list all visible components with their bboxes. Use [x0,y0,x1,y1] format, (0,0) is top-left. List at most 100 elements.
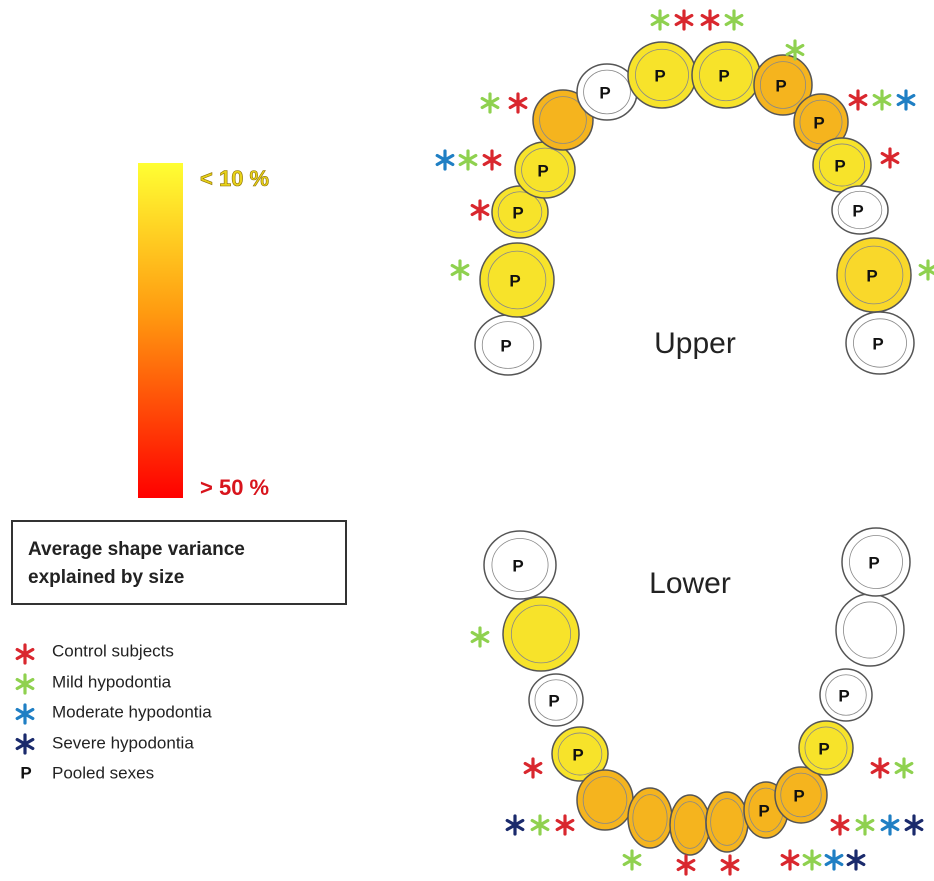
tooth-label: P [872,334,883,353]
tooth-label: P [512,203,523,222]
asterisk [435,149,455,171]
tooth [483,530,557,600]
tooth-inner [583,69,631,115]
asterisk [880,814,900,836]
teeth: P P P P P P P P P P P P P P P P P P P P P [474,41,915,856]
tooth-label: P [654,66,665,85]
tooth-inner [510,604,572,664]
tooth-inner [818,143,866,187]
legend-label: Severe hypodontia [52,733,194,752]
asterisk [450,259,470,281]
tooth-inner [843,601,897,659]
asterisk [896,89,916,111]
legend-label: Control subjects [52,641,174,660]
legend-label: Moderate hypodontia [52,702,212,721]
asterisk [700,9,720,31]
tooth [576,769,634,831]
asterisk [622,849,642,871]
tooth [669,794,711,856]
tooth-label: P [838,686,849,705]
tooth [705,791,749,853]
tooth [774,766,828,824]
asterisk [904,814,924,836]
tooth [798,720,854,776]
asterisk [505,814,525,836]
tooth-inner [534,679,578,721]
asterisk [15,703,35,725]
asterisk [880,147,900,169]
tooth-label: P [537,161,548,180]
tooth-inner [635,48,689,102]
tooth [551,726,609,782]
tooth-inner [582,776,628,824]
asterisk [830,814,850,836]
tooth-label: P [512,556,523,575]
asterisk [870,757,890,779]
asterisk [508,92,528,114]
tooth-inner [799,99,843,145]
asterisk [846,849,866,871]
asterisk [674,9,694,31]
tooth-inner [497,191,543,233]
tooth-inner [844,245,904,305]
tooth [819,668,873,722]
asterisk [676,854,696,876]
tooth-label: P [866,266,877,285]
tooth [627,787,673,849]
tooth-inner [632,794,668,842]
asterisk [855,814,875,836]
stars [15,9,934,876]
asterisk [15,643,35,665]
asterisk [15,673,35,695]
caption-line: explained by size [28,567,184,588]
tooth-inner [849,535,903,589]
tooth-inner [487,250,547,310]
colorbar-bottom-label: > 50 % [200,475,269,500]
tooth [532,89,594,151]
asterisk [872,89,892,111]
asterisk [918,259,934,281]
asterisk [650,9,670,31]
tooth-inner [825,674,867,716]
legend-label: Pooled sexes [52,763,154,782]
arch-label: Lower [649,567,731,600]
tooth-inner [521,147,569,193]
tooth-inner [837,190,883,230]
tooth [753,54,813,116]
asterisk [780,849,800,871]
asterisk [15,733,35,755]
tooth-inner [699,48,753,102]
colorbar [138,163,183,498]
tooth-inner [804,726,848,770]
caption-box [11,520,347,605]
tooth-label: P [818,739,829,758]
asterisk [724,9,744,31]
tooth-inner [710,798,744,846]
asterisk [458,149,478,171]
asterisk [523,757,543,779]
asterisk [785,39,805,61]
tooth [831,185,889,235]
legend-label: Mild hypodontia [52,672,172,691]
tooth-label: P [509,271,520,290]
tooth [835,593,905,667]
tooth-label: P [599,83,610,102]
tooth-inner [539,96,587,144]
asterisk [720,854,740,876]
tooth-inner [557,732,603,776]
tooth [845,311,915,375]
tooth-label: P [548,691,559,710]
colorbar-top-label: < 10 % [200,166,269,191]
tooth-label: P [813,113,824,132]
tooth-label: P [793,786,804,805]
arch-label: Upper [654,327,736,360]
asterisk [555,814,575,836]
tooth-label: P [868,553,879,572]
tooth-label: P [718,66,729,85]
asterisk [480,92,500,114]
asterisk [470,199,490,221]
tooth [502,596,580,672]
tooth-label: P [834,156,845,175]
tooth-label: P [500,336,511,355]
